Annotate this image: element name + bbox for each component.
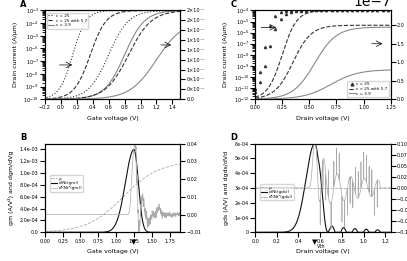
- Text: C: C: [231, 0, 237, 9]
- Y-axis label: gm (A/V²) and dgm/dVg: gm (A/V²) and dgm/dVg: [8, 151, 14, 225]
- Text: ▼: ▼: [131, 239, 137, 245]
- Text: D: D: [231, 133, 238, 142]
- Legend: ρ, d(Nt(gm)), d²(Nt²(gm)): ρ, d(Nt(gm)), d²(Nt²(gm)): [50, 175, 83, 192]
- Y-axis label: gds (A/V) and dgds/dVd: gds (A/V) and dgds/dVd: [224, 151, 229, 225]
- Text: B: B: [20, 133, 27, 142]
- Text: Vth: Vth: [317, 244, 326, 249]
- Legend: ρ₀, d(Nt(gds)), d²(Nt²(gds)): ρ₀, d(Nt(gds)), d²(Nt²(gds)): [260, 184, 294, 200]
- Legend: ε = 25, ε = 25 with 5.7, ε = 3.9: ε = 25, ε = 25 with 5.7, ε = 3.9: [47, 13, 88, 29]
- Text: ▼: ▼: [312, 239, 317, 245]
- X-axis label: Drain voltage (V): Drain voltage (V): [296, 249, 350, 254]
- Legend: ε = 25, ε = 25 with 5.7, ε = 3.9: ε = 25, ε = 25 with 5.7, ε = 3.9: [348, 81, 389, 97]
- X-axis label: Drain voltage (V): Drain voltage (V): [296, 116, 350, 121]
- X-axis label: Gate voltage (V): Gate voltage (V): [87, 249, 138, 254]
- Y-axis label: Drain current (A/μm): Drain current (A/μm): [223, 22, 228, 87]
- X-axis label: Gate voltage (V): Gate voltage (V): [87, 116, 138, 121]
- Y-axis label: Drain current (A/μm): Drain current (A/μm): [13, 22, 18, 87]
- Text: A: A: [20, 0, 27, 9]
